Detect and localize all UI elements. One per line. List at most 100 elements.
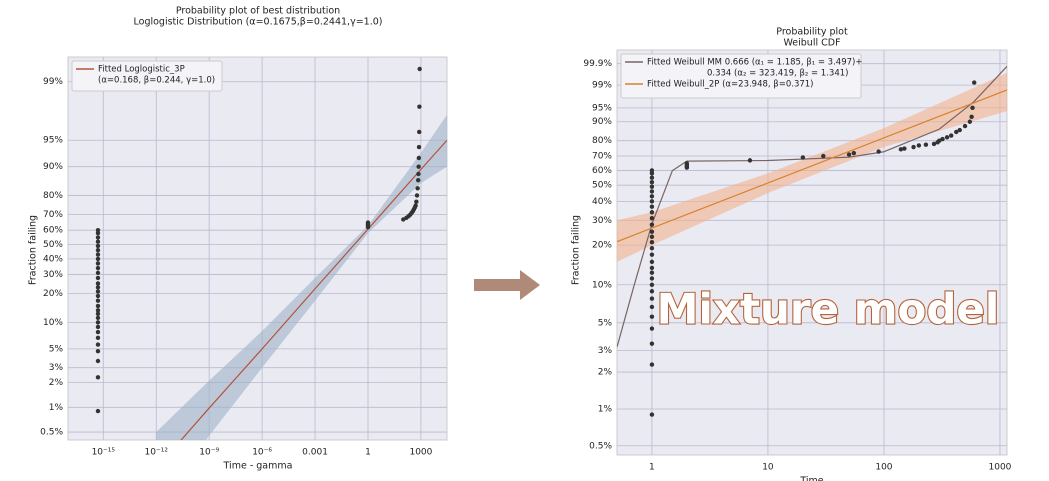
y-tick-label: 70% [43, 210, 63, 220]
chart-subtitle: Loglogistic Distribution (α=0.1675,β=0.2… [134, 17, 383, 28]
data-point [95, 239, 101, 244]
chart-title: Probability plot [776, 27, 848, 38]
legend-box [71, 60, 223, 92]
data-point [970, 105, 975, 111]
plot-area [67, 56, 448, 441]
data-point [416, 171, 421, 177]
data-point [649, 282, 655, 287]
data-point [95, 311, 101, 316]
data-point [649, 326, 655, 331]
data-point [649, 199, 655, 204]
confidence-band [617, 72, 1007, 262]
x-tick-label: 1000 [409, 448, 432, 458]
data-point [95, 342, 101, 347]
data-point [649, 270, 655, 275]
x-tick-label: 10⁻¹⁵ [92, 448, 116, 458]
data-point [937, 138, 942, 143]
y-tick-label: 80% [43, 191, 63, 201]
data-point [95, 320, 101, 325]
data-point [851, 150, 857, 156]
y-tick-label: 60% [592, 166, 612, 176]
legend-label: Fitted Weibull_2P (α=23.948, β=0.371) [647, 80, 814, 90]
data-point [911, 144, 916, 150]
data-point [649, 175, 655, 180]
plot-marks [95, 66, 447, 440]
y-tick-label: 50% [43, 240, 63, 250]
data-point [931, 141, 937, 147]
x-tick-label: 10 [762, 463, 774, 473]
data-point [649, 210, 655, 215]
y-tick-label: 3% [49, 363, 64, 373]
data-point [649, 314, 655, 319]
data-point [416, 155, 422, 161]
data-point [95, 308, 101, 313]
y-tick-label: 20% [592, 241, 612, 251]
y-tick-label: 2% [598, 368, 613, 378]
data-point [95, 256, 101, 262]
data-point [365, 220, 371, 225]
y-tick-label: 99% [592, 81, 612, 91]
y-tick-label: 2% [49, 378, 64, 388]
data-point [649, 234, 655, 239]
y-tick-label: 5% [49, 344, 64, 354]
data-point [416, 164, 421, 169]
data-point [95, 261, 101, 266]
data-point [649, 289, 655, 294]
x-tick-label: 100 [875, 463, 892, 473]
fit-line [617, 65, 1007, 348]
data-point [649, 412, 655, 417]
fit-line [617, 89, 1007, 243]
data-point [649, 341, 655, 346]
y-tick-label: 5% [598, 318, 613, 328]
data-point [944, 135, 950, 140]
data-point [649, 265, 655, 271]
data-point [95, 358, 101, 364]
y-tick-label: 70% [592, 152, 612, 162]
x-tick-label: 10⁻⁶ [252, 448, 272, 458]
data-point [649, 240, 655, 245]
chart-subtitle: Weibull CDF [783, 38, 840, 49]
data-point [649, 179, 655, 185]
confidence-band [156, 114, 447, 440]
data-point [846, 152, 852, 157]
data-point [95, 289, 101, 294]
data-point [95, 235, 101, 240]
y-tick-label: 30% [43, 270, 63, 280]
data-point [95, 324, 101, 330]
y-tick-label: 10% [43, 318, 63, 328]
data-point [95, 408, 101, 414]
y-tick-label: 99% [43, 77, 63, 87]
data-point [416, 178, 421, 183]
data-point [95, 329, 101, 335]
data-point [649, 189, 655, 194]
y-axis-label: Fraction failing [28, 215, 39, 285]
y-tick-label: 80% [592, 136, 612, 146]
data-point [949, 133, 954, 138]
y-tick-label: 1% [598, 404, 613, 414]
y-tick-label: 90% [592, 117, 612, 127]
data-point [649, 252, 655, 257]
data-point [649, 229, 655, 234]
data-point [967, 119, 973, 124]
annotation: Mixture model [657, 285, 1000, 334]
data-point [940, 136, 945, 142]
data-point [649, 204, 655, 209]
x-tick-label: 1 [649, 463, 655, 473]
data-point [95, 227, 101, 233]
y-tick-label: 99.9% [583, 59, 612, 69]
y-tick-label: 95% [592, 103, 612, 113]
y-tick-label: 90% [43, 162, 63, 172]
chart-title: Probability plot of best distribution [176, 6, 340, 17]
data-point [95, 293, 101, 299]
y-tick-label: 95% [43, 136, 63, 146]
x-tick-label: 10⁻¹² [145, 448, 169, 458]
legend-label: Fitted Loglogistic_3P [98, 65, 185, 75]
y-tick-label: 60% [43, 226, 63, 236]
legend-box [620, 53, 862, 99]
data-point [649, 362, 655, 367]
data-point [649, 216, 655, 221]
data-point [95, 285, 101, 290]
data-point [95, 265, 101, 271]
